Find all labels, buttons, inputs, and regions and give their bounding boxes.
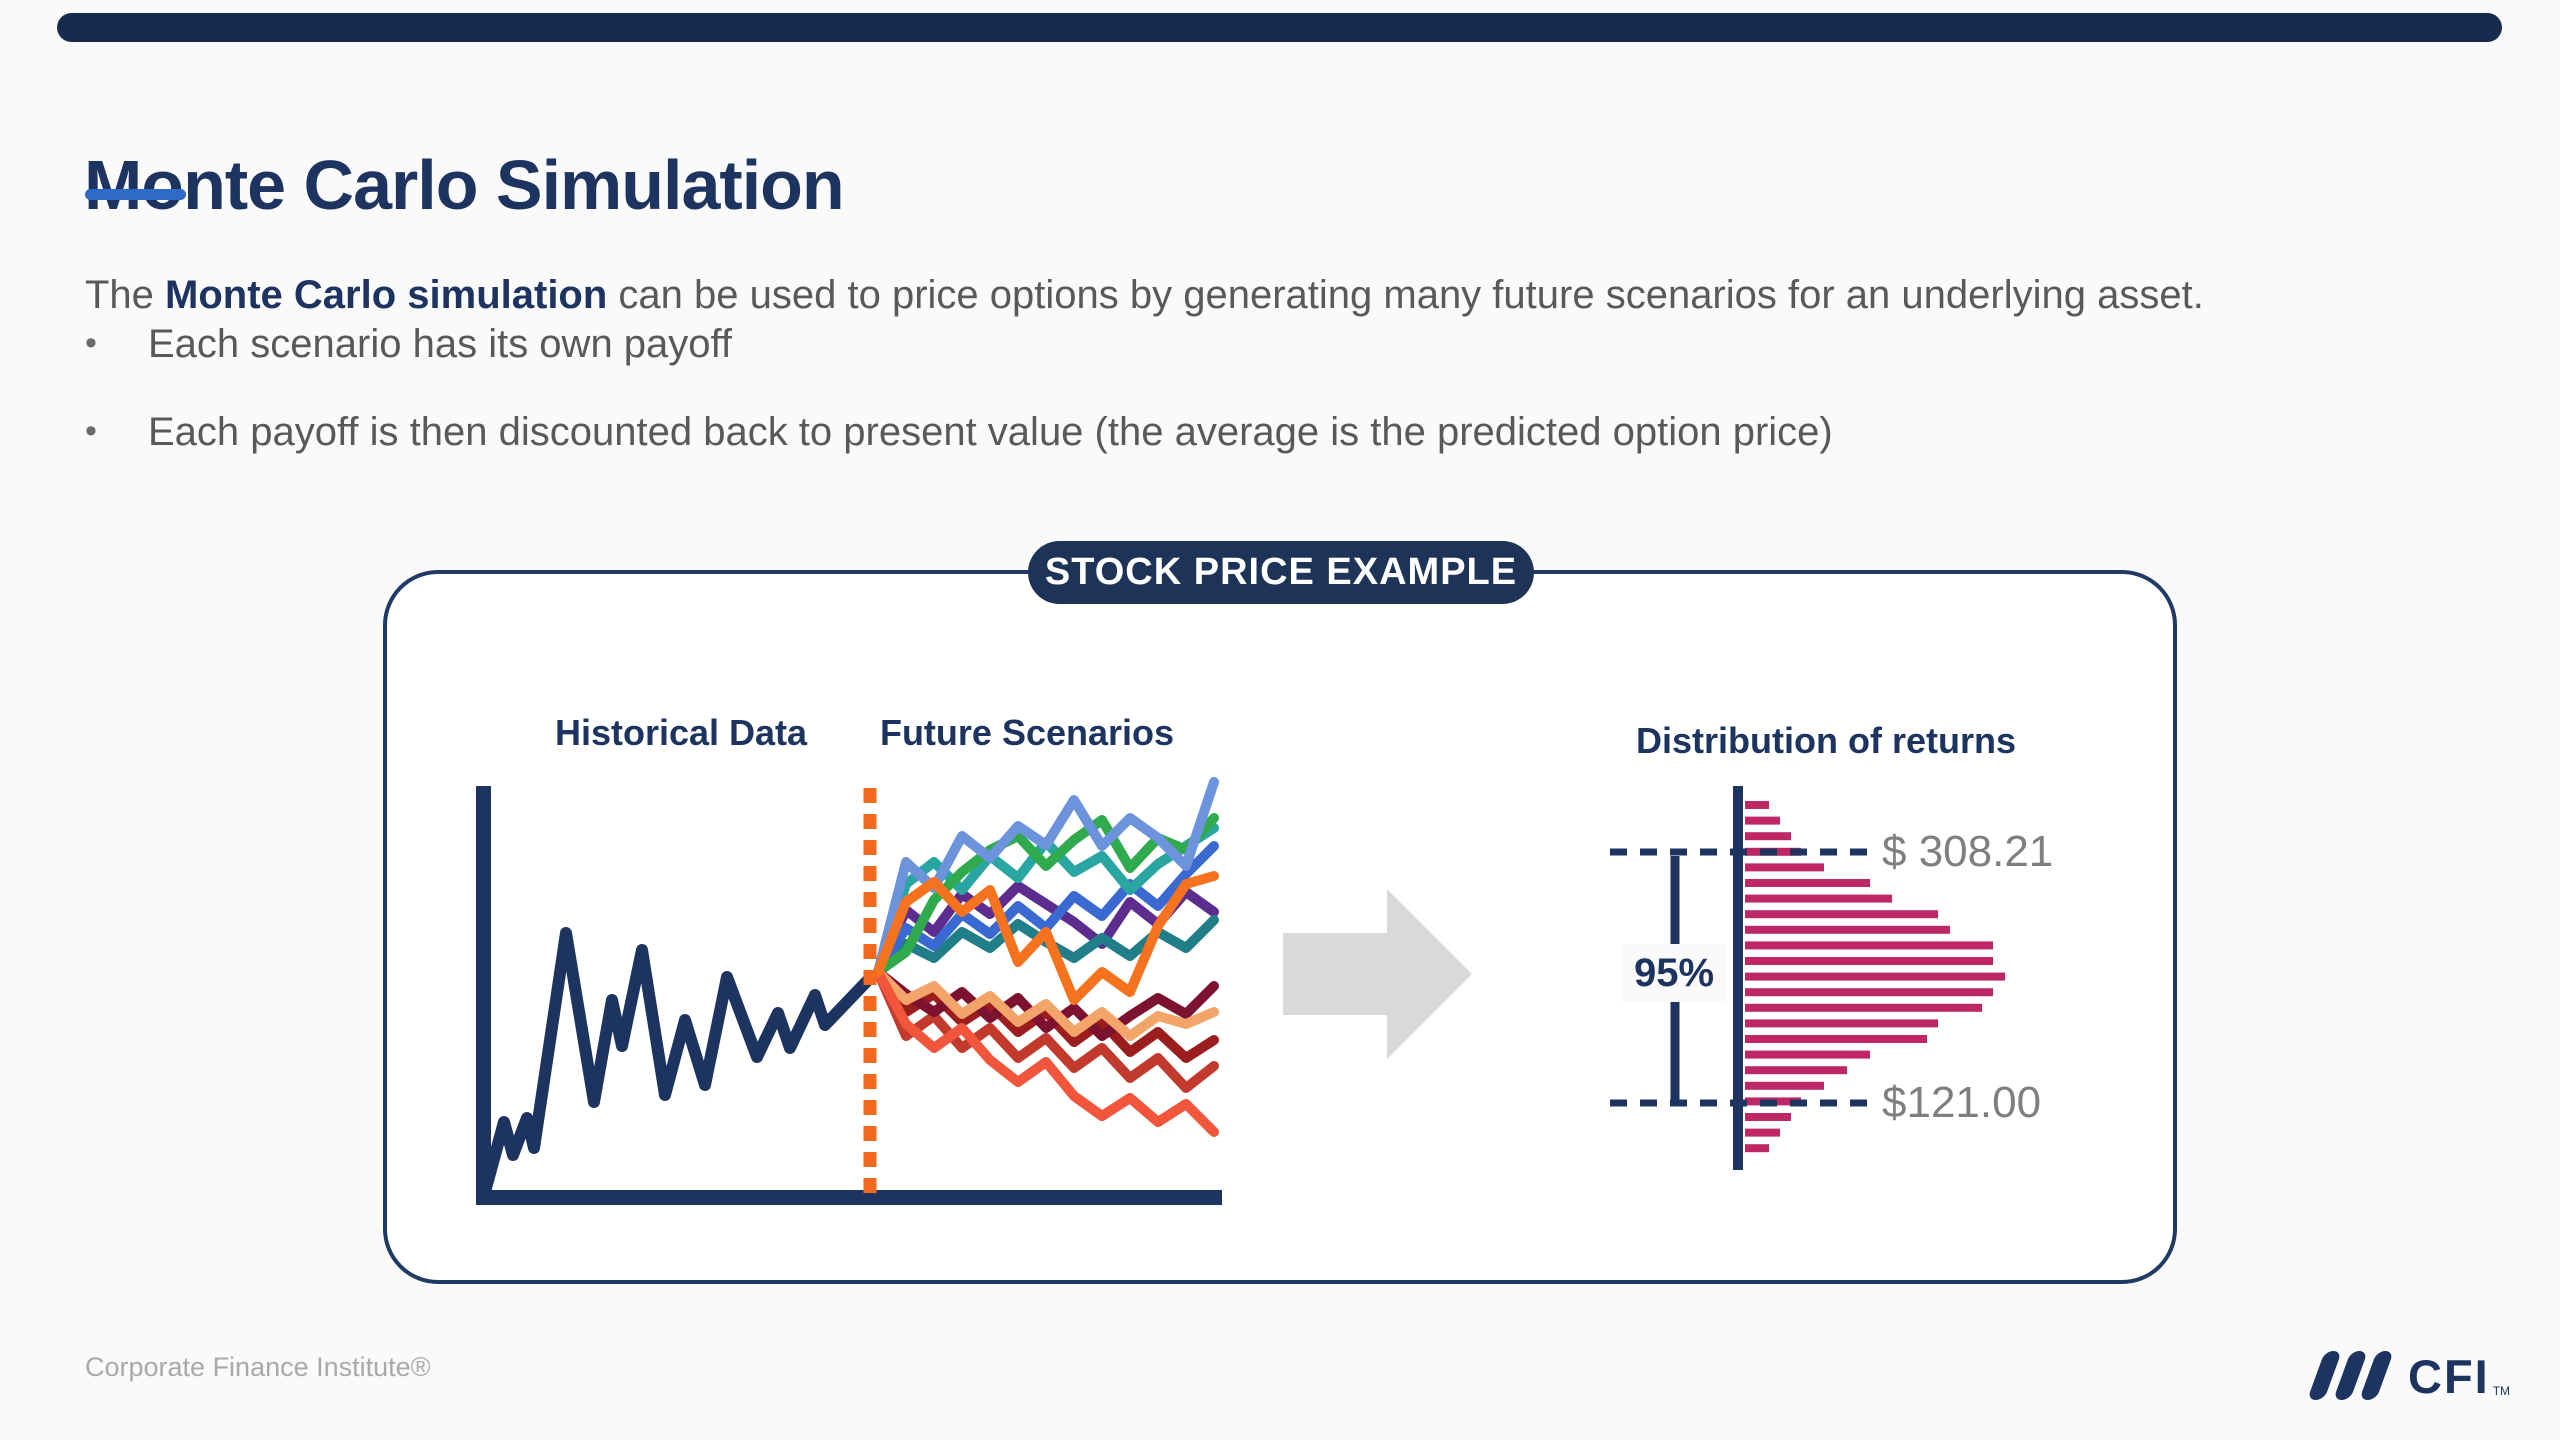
scenario-darkred bbox=[873, 967, 1219, 1063]
historical-line bbox=[480, 927, 876, 1194]
title-underline bbox=[85, 189, 186, 200]
hist-bar bbox=[1745, 1019, 1938, 1028]
footer-copyright: Corporate Finance Institute® bbox=[85, 1352, 431, 1382]
hist-bar bbox=[1745, 941, 1993, 950]
sim-y-axis bbox=[476, 786, 491, 1204]
bullet-item: • Each scenario has its own payoff bbox=[85, 320, 732, 368]
hist-bar bbox=[1745, 1128, 1780, 1137]
hist-bar bbox=[1745, 1035, 1927, 1043]
scenario-maroon bbox=[873, 967, 1219, 1041]
hist-bar bbox=[1745, 1113, 1791, 1121]
intro-rest: can be used to price options by generati… bbox=[607, 273, 2204, 317]
confidence-interval-label: 95% bbox=[1622, 944, 1726, 1002]
hist-bar bbox=[1745, 863, 1824, 872]
hist-bar bbox=[1745, 816, 1780, 825]
lower-price-label: $121.00 bbox=[1882, 1078, 2042, 1127]
hist-bar bbox=[1745, 925, 1950, 934]
cfi-logo: CFI TM bbox=[2307, 1346, 2511, 1404]
historical-data-label: Historical Data bbox=[554, 712, 808, 753]
hist-bar bbox=[1745, 832, 1791, 841]
upper-price-label: $ 308.21 bbox=[1882, 827, 2054, 876]
sim-x-axis bbox=[476, 1190, 1222, 1205]
hist-axis bbox=[1733, 786, 1743, 1170]
hist-bar bbox=[1745, 1081, 1824, 1090]
hist-bar bbox=[1745, 1050, 1870, 1059]
hist-bar bbox=[1745, 879, 1870, 887]
distribution-of-returns-label: Distribution of returns bbox=[1636, 720, 2016, 761]
slide-top-bar bbox=[57, 13, 2502, 42]
intro-text: The Monte Carlo simulation can be used t… bbox=[85, 271, 2204, 319]
hist-bar bbox=[1745, 1066, 1847, 1075]
hist-bar bbox=[1745, 910, 1938, 919]
bullet-item: • Each payoff is then discounted back to… bbox=[85, 408, 1833, 456]
scenario-peach bbox=[873, 967, 1219, 1041]
right-arrow-icon bbox=[1283, 889, 1472, 1059]
bullet-dot: • bbox=[85, 324, 97, 362]
hist-bar bbox=[1745, 988, 1993, 997]
bullet-dot: • bbox=[85, 412, 97, 450]
hist-bar bbox=[1745, 801, 1769, 809]
intro-bold: Monte Carlo simulation bbox=[165, 273, 608, 317]
scenario-coral bbox=[873, 967, 1219, 1137]
cfi-logo-tm: TM bbox=[2492, 1384, 2511, 1398]
future-scenarios-label: Future Scenarios bbox=[879, 712, 1175, 753]
stock-price-example-badge: STOCK PRICE EXAMPLE bbox=[1028, 541, 1534, 604]
cfi-logo-text: CFI bbox=[2408, 1350, 2490, 1404]
hist-bar bbox=[1745, 894, 1892, 903]
intro-prefix: The bbox=[85, 273, 166, 317]
hist-bar bbox=[1745, 972, 2005, 981]
page-title: Monte Carlo Simulation bbox=[84, 145, 845, 224]
hist-bar bbox=[1745, 1003, 1982, 1012]
bullet-text: Each scenario has its own payoff bbox=[148, 322, 733, 366]
hist-bar bbox=[1745, 1144, 1769, 1153]
scenario-orange bbox=[873, 871, 1219, 1005]
bullet-text: Each payoff is then discounted back to p… bbox=[148, 410, 1833, 454]
hist-bar bbox=[1745, 957, 1993, 965]
